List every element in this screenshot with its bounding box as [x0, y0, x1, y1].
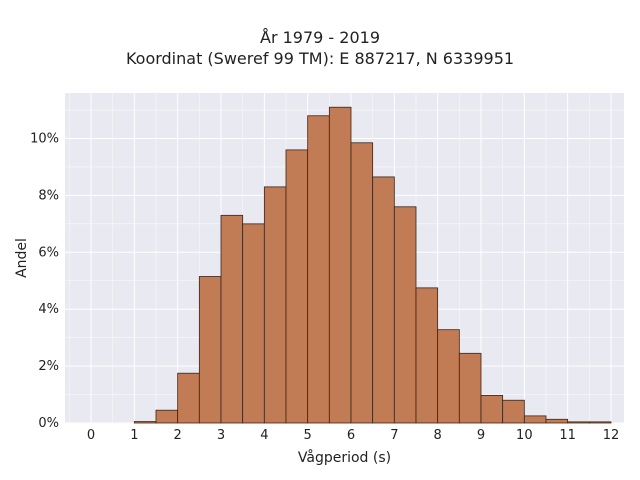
- x-tick-label: 11: [559, 428, 576, 443]
- x-tick-label: 5: [304, 428, 312, 443]
- x-tick-label: 1: [130, 428, 138, 443]
- x-tick-label: 10: [516, 428, 533, 443]
- x-tick-label: 8: [434, 428, 442, 443]
- histogram-bar: [263, 186, 287, 424]
- histogram-bar: [350, 142, 374, 424]
- x-tick-label: 2: [174, 428, 182, 443]
- histogram-bar: [502, 399, 525, 424]
- histogram-bar: [155, 409, 179, 424]
- y-tick-label: 8%: [38, 188, 59, 203]
- histogram-bar: [588, 421, 612, 424]
- histogram-bar: [285, 149, 309, 424]
- y-tick-label: 2%: [38, 359, 59, 374]
- histogram-bar: [523, 415, 547, 424]
- x-tick-label: 7: [390, 428, 398, 443]
- histogram-bar: [220, 214, 244, 424]
- histogram-bar: [545, 418, 569, 424]
- x-tick-label: 9: [477, 428, 485, 443]
- x-tick-label: 12: [603, 428, 620, 443]
- x-tick-label: 3: [217, 428, 225, 443]
- x-axis-label: Vågperiod (s): [298, 449, 391, 466]
- histogram-bar: [242, 223, 265, 424]
- histogram-bar: [133, 421, 157, 424]
- histogram-bar: [393, 206, 417, 424]
- y-tick-label: 6%: [38, 245, 59, 260]
- histogram-bar: [177, 372, 200, 424]
- histogram-bar: [480, 395, 504, 424]
- chart-title: År 1979 - 2019: [260, 28, 380, 47]
- histogram-bar: [458, 352, 482, 424]
- histogram-bar: [415, 287, 439, 424]
- x-tick-label: 0: [87, 428, 95, 443]
- histogram-bar: [437, 329, 460, 424]
- y-tick-label: 4%: [38, 302, 59, 317]
- histogram-bar: [567, 421, 590, 424]
- y-axis-label: Andel: [14, 238, 30, 278]
- x-tick-label: 6: [347, 428, 355, 443]
- x-axis-ticks: 0 1 2 3 4 5 6 7 8 9 10 11 12: [87, 428, 619, 443]
- y-tick-label: 10%: [30, 132, 59, 147]
- histogram-bar: [328, 106, 352, 424]
- histogram-bar: [372, 176, 395, 424]
- histogram-bar: [198, 276, 222, 424]
- histogram-bar: [307, 115, 330, 424]
- bars: [133, 106, 612, 424]
- y-tick-label: 0%: [38, 416, 59, 431]
- chart-subtitle: Koordinat (Sweref 99 TM): E 887217, N 63…: [125, 49, 515, 68]
- x-tick-label: 4: [260, 428, 268, 443]
- y-axis-ticks: 0% 2% 4% 6% 8% 10%: [30, 132, 59, 431]
